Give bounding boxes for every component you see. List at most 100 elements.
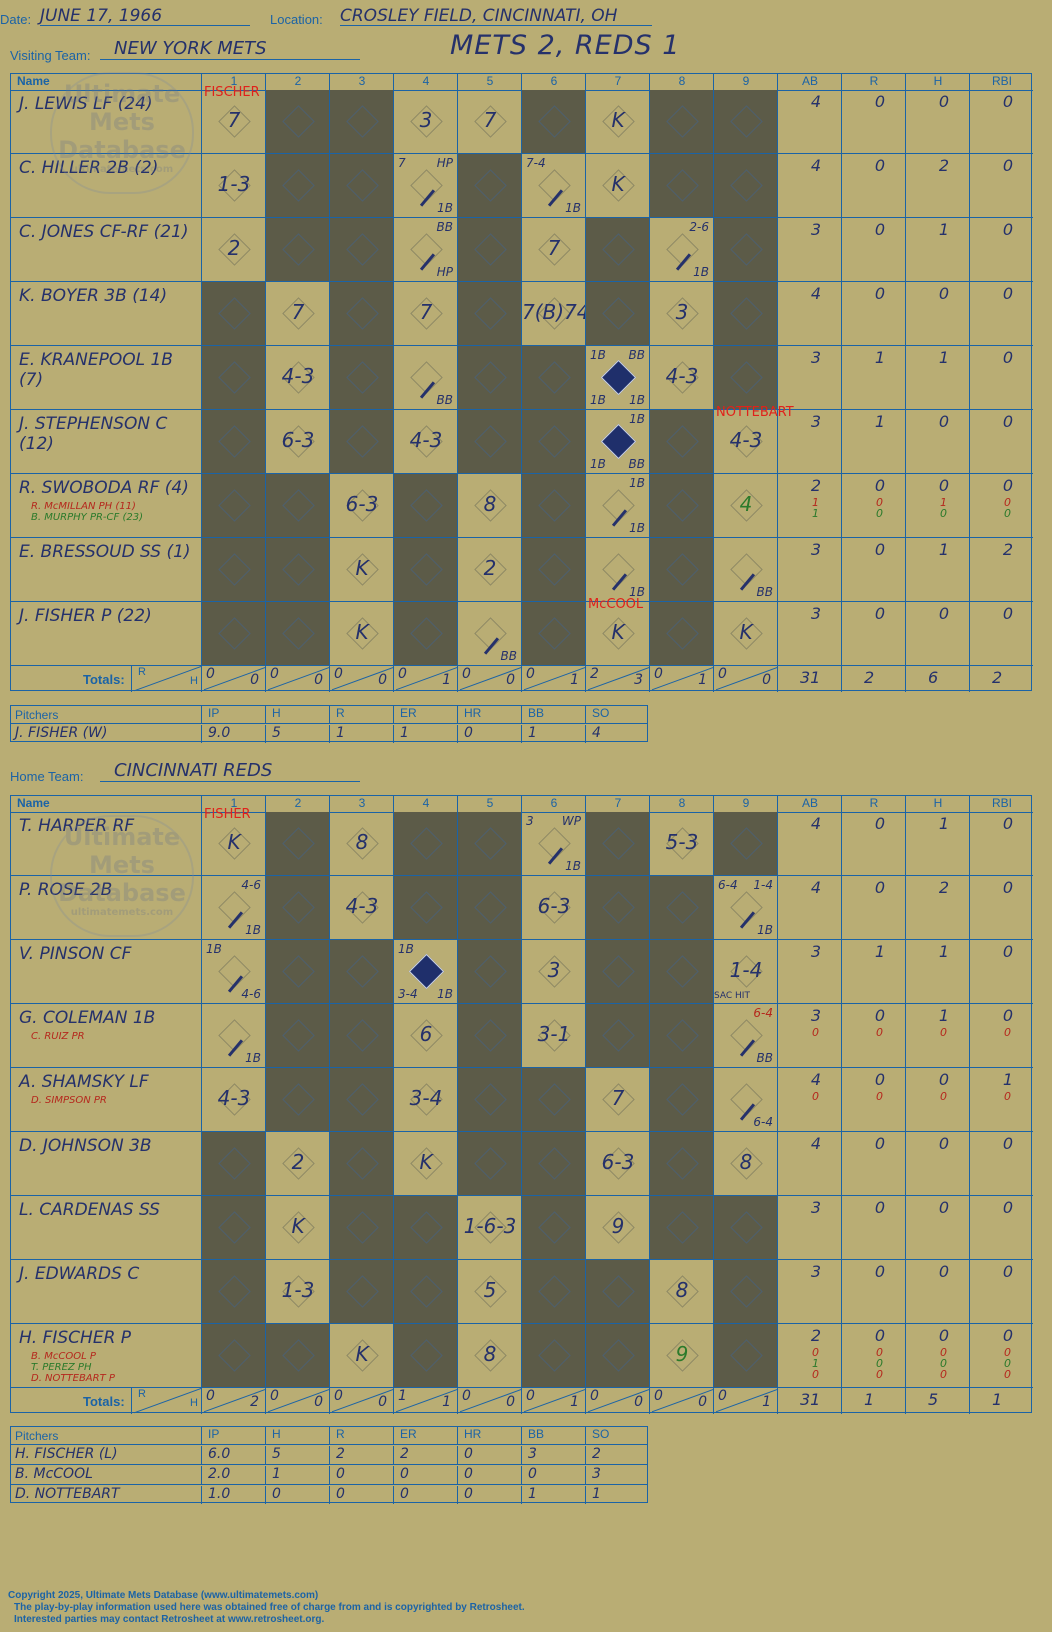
pitching-stat-bb: 1 bbox=[521, 1486, 585, 1504]
at-bat-cell-4: K bbox=[393, 1132, 457, 1195]
sub-stat-value: 1 bbox=[940, 496, 947, 509]
at-bat-cell-7: 1B BB 1B bbox=[585, 410, 649, 473]
batter-row: J. STEPHENSON C (12) 6-3 4-3 1B BB 1B 4-3 NOTTE… bbox=[11, 405, 1033, 474]
inning-header-7: 7 bbox=[585, 796, 650, 812]
base-diamond bbox=[602, 891, 635, 924]
substitute-name: B. MURPHY PR-CF (23) bbox=[31, 512, 143, 523]
at-bat-cell-8: 4-3 bbox=[649, 346, 713, 409]
at-bat-cell-5: 8 bbox=[457, 1324, 521, 1387]
at-bat-cell-5: 1-6-3 bbox=[457, 1196, 521, 1259]
at-bat-cell-8 bbox=[649, 154, 713, 217]
inning-header-5: 5 bbox=[457, 796, 522, 812]
base-diamond bbox=[346, 1211, 379, 1244]
sub-stat-value: 0 bbox=[876, 1346, 883, 1359]
at-bat-cell-8 bbox=[649, 474, 713, 537]
pitching-change-note: FISHER bbox=[204, 807, 251, 822]
inning-header-2: 2 bbox=[265, 796, 330, 812]
play-result: K bbox=[227, 830, 241, 854]
sub-stat-value: 0 bbox=[1004, 1090, 1011, 1103]
pitching-stat-so: 4 bbox=[585, 725, 649, 743]
substitute-name: D. NOTTEBART P bbox=[31, 1373, 115, 1384]
name-column-header: Name bbox=[17, 74, 50, 88]
stat-total-value: 1 bbox=[864, 1390, 875, 1409]
batter-name: E. KRANEPOOL 1B (7) bbox=[19, 350, 173, 390]
pitching-stat-er: 0 bbox=[393, 1466, 457, 1484]
at-bat-cell-2: 6-3 bbox=[265, 410, 329, 473]
stat-cell-ab: 3 bbox=[777, 346, 841, 409]
stat-cell-ab: 3 bbox=[777, 410, 841, 473]
batter-row: C. HILLER 2B (2) 1-3 7 HP 1B 7-4 1B K 4 0 2 0 bbox=[11, 154, 1033, 218]
substitute-name: R. McMILLAN PH (11) bbox=[31, 501, 136, 512]
stat-value: 2 bbox=[938, 156, 949, 175]
play-result: 4-3 bbox=[665, 364, 699, 388]
at-bat-cell-4: 4-3 bbox=[393, 410, 457, 473]
at-bat-cell-7 bbox=[585, 812, 649, 875]
at-bat-cell-9: 6-4 BB bbox=[713, 1004, 777, 1067]
stat-header-rbi: RBI bbox=[969, 796, 1034, 812]
at-bat-cell-5: 5 bbox=[457, 1260, 521, 1323]
stat-cell-ab: 3 bbox=[777, 538, 841, 601]
sub-stat-value: 0 bbox=[876, 496, 883, 509]
stat-total-value: 6 bbox=[928, 668, 939, 687]
base-diamond bbox=[410, 617, 443, 650]
base-annotation: 1B bbox=[629, 393, 645, 407]
stat-cell-r: 0 bbox=[841, 538, 905, 601]
stat-cell-rbi: 0 bbox=[969, 346, 1033, 409]
play-result: 6-3 bbox=[601, 1150, 635, 1174]
stat-value: 0 bbox=[874, 1070, 885, 1089]
at-bat-cell-5 bbox=[457, 410, 521, 473]
pitching-stat-h: 5 bbox=[265, 1446, 329, 1464]
batter-row: V. PINSON CF 1B 4-6 1B 1B 3-4 3 1-4 SAC HIT 3 1 1 0 bbox=[11, 940, 1033, 1004]
base-annotation: BB bbox=[756, 1051, 773, 1065]
at-bat-cell-6: 3 bbox=[521, 940, 585, 1003]
stat-value: 3 bbox=[810, 348, 821, 367]
base-annotation: 3-4 bbox=[398, 987, 418, 1001]
inning-hits: 0 bbox=[378, 672, 387, 688]
base-diamond bbox=[410, 489, 443, 522]
game-result-title: METS 2, REDS 1 bbox=[450, 30, 681, 61]
at-bat-cell-9 bbox=[713, 346, 777, 409]
home-pitching-table: Pitchers IP H R ER HR BB SO H. FISCHER (L) 6.0 5 2 2… bbox=[10, 1426, 648, 1504]
at-bat-cell-8 bbox=[649, 1004, 713, 1067]
retrosheet-contact: Interested parties may contact Retroshee… bbox=[14, 1614, 325, 1625]
pitching-col-er: ER bbox=[393, 1427, 457, 1444]
base-diamond bbox=[666, 1083, 699, 1116]
stat-value: 1 bbox=[938, 814, 949, 833]
pitching-stat-bb: 3 bbox=[521, 1446, 585, 1464]
play-result: K bbox=[419, 1150, 433, 1174]
at-bat-cell-7: 7 bbox=[585, 1068, 649, 1131]
inning-hits: 0 bbox=[506, 1394, 515, 1410]
pitching-stat-ip: 1.0 bbox=[201, 1486, 265, 1504]
stat-cell-h: 1 bbox=[905, 940, 969, 1003]
play-result: 6-3 bbox=[281, 428, 315, 452]
stat-total-rbi: 1 bbox=[969, 1388, 1033, 1414]
base-diamond bbox=[666, 891, 699, 924]
play-result: 6-3 bbox=[537, 894, 571, 918]
batter-name: V. PINSON CF bbox=[19, 944, 132, 964]
at-bat-cell-4: BB bbox=[393, 346, 457, 409]
base-diamond bbox=[730, 169, 763, 202]
sub-stat-value: 0 bbox=[1004, 1346, 1011, 1359]
batter-name: J. STEPHENSON C (12) bbox=[19, 414, 168, 454]
inning-runs: 0 bbox=[718, 1388, 727, 1404]
stat-cell-h: 0 bbox=[905, 1132, 969, 1195]
base-diamond bbox=[282, 169, 315, 202]
base-diamond bbox=[666, 1147, 699, 1180]
inning-header-3: 3 bbox=[329, 74, 394, 90]
at-bat-cell-2 bbox=[265, 90, 329, 153]
base-diamond bbox=[538, 1083, 571, 1116]
stat-value: 0 bbox=[1002, 1326, 1013, 1345]
at-bat-cell-1: 4-3 bbox=[201, 1068, 265, 1131]
retrosheet-notice: The play-by-play information used here w… bbox=[14, 1602, 525, 1613]
stat-value: 1 bbox=[874, 942, 885, 961]
stat-value: 0 bbox=[1002, 942, 1013, 961]
at-bat-cell-1 bbox=[201, 602, 265, 665]
base-diamond bbox=[282, 617, 315, 650]
sub-stat-value: 0 bbox=[1004, 496, 1011, 509]
pitching-stat-ip: 2.0 bbox=[201, 1466, 265, 1484]
